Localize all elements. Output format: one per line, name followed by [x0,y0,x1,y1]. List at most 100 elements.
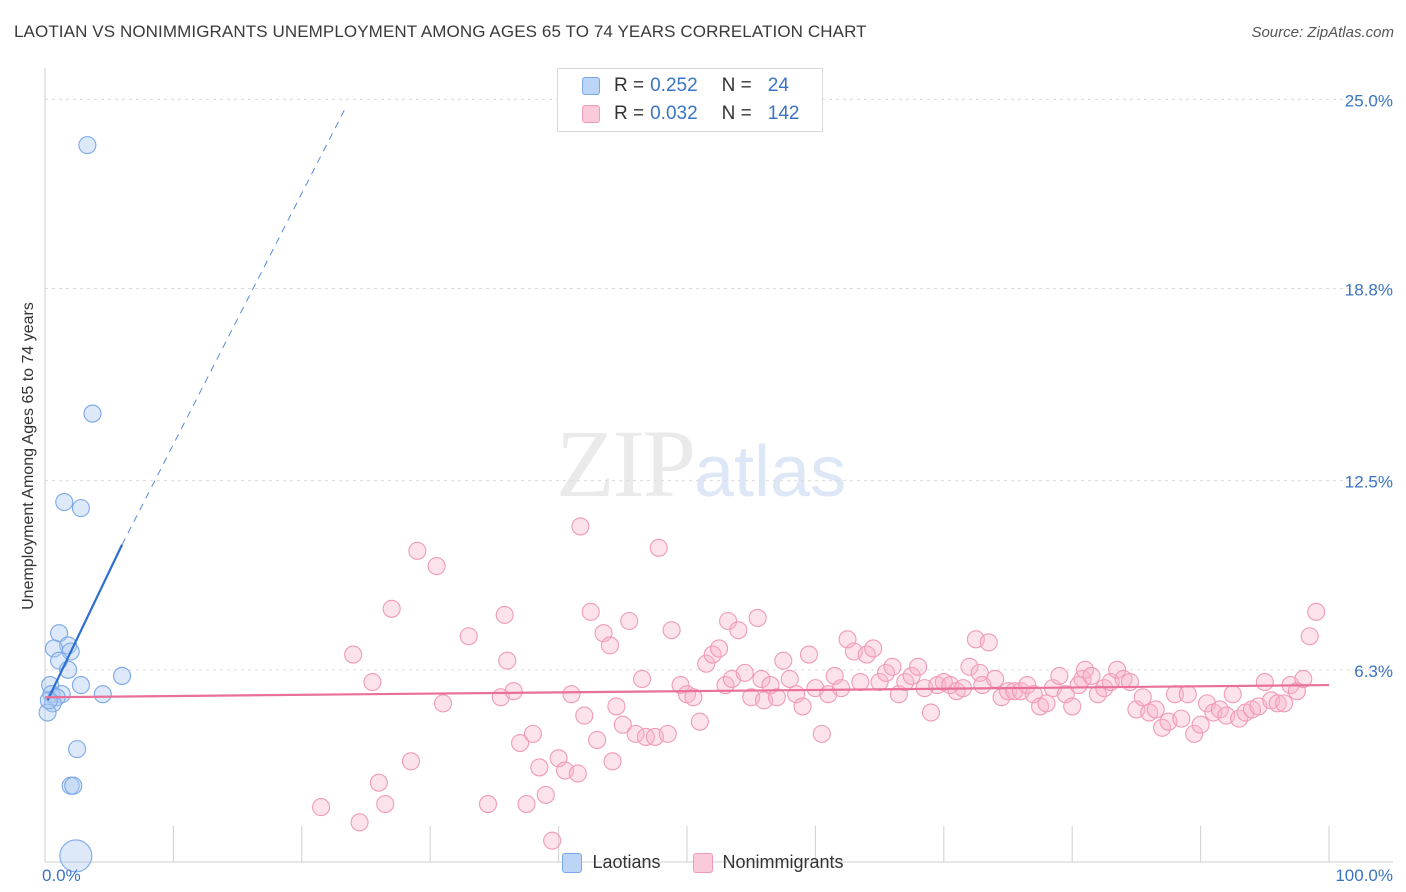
source-label: Source: ZipAtlas.com [1251,24,1394,41]
nonimmigrants-point [998,682,1018,701]
nonimmigrants-point [883,657,902,676]
watermark-zip: ZIP [556,410,696,517]
nonimmigrants-point [433,694,453,713]
laotians-swatch [582,77,600,95]
nonimmigrants-point [581,602,600,621]
nonimmigrants-point [620,611,639,631]
nonimmigrants-point [369,773,388,792]
watermark-atlas: atlas [694,432,847,512]
laotians-point [83,404,102,423]
nonimmigrants-point [562,685,581,704]
nonimmigrants-point [1223,685,1242,704]
nonimmigrants-point [658,724,677,743]
legend-row-laotians: R = 0.252 N = 24 [582,74,789,98]
nonimmigrants-point [536,785,555,804]
nonimmigrants-point [979,633,998,652]
nonimmigrants-point [1191,715,1210,734]
nonimmigrants-point [376,794,395,814]
nonimmigrants-swatch [582,105,600,123]
nonimmigrants-point [571,517,590,536]
nonimmigrants-point [832,679,851,698]
nonimmigrants-point [401,752,420,771]
nonimmigrants-point [649,538,668,557]
watermark: ZIPatlas [556,408,846,519]
nonimmigrants-point [735,663,754,682]
legend-label-laotians: Laotians [592,852,661,872]
nonimmigrants-point [568,764,587,783]
nonimmigrants-point [408,541,427,560]
nonimmigrants-point [543,831,562,850]
nonimmigrants-point [626,724,645,743]
legend-item-laotians[interactable]: Laotians [562,852,661,873]
nonimmigrants-point [1082,666,1101,685]
nonimmigrants-r-value: 0.032 [650,103,698,124]
laotians-n-value: 24 [767,75,789,96]
nonimmigrants-point [1268,694,1287,713]
nonimmigrants-point [350,813,369,832]
legend-swatch-nonimmigrants [692,852,713,873]
axes [44,68,1393,863]
nonimmigrants-point [870,672,889,692]
laotians-point [39,691,58,710]
nonimmigrants-point [986,669,1005,689]
laotians-r-label: R = [614,75,645,96]
nonimmigrants-point [793,697,812,716]
nonimmigrants-point [588,730,607,750]
nonimmigrants-point [600,636,620,655]
nonimmigrants-point [517,794,536,814]
nonimmigrants-point [812,724,831,743]
legend-swatch-laotians [562,852,583,873]
laotians-point [71,676,91,695]
nonimmigrants-point [799,645,819,664]
laotians-point [93,685,112,704]
nonimmigrants-point [671,676,690,695]
nonimmigrants-point [478,794,498,814]
y-tick-label: 6.3% [1354,662,1393,681]
legend-label-nonimmigrants: Nonimmigrants [722,852,844,872]
nonimmigrants-point [864,639,883,658]
nonimmigrants-point [710,639,729,658]
nonimmigrants-point [498,651,517,670]
trend-lines [44,105,1330,701]
laotians-point [64,776,83,795]
nonimmigrants-point [902,666,921,685]
legend-row-nonimmigrants: R = 0.032 N = 142 [582,102,799,126]
nonimmigrants-point [1300,627,1319,646]
nonimmigrants-point [633,669,652,689]
nonimmigrants-point [382,599,401,618]
nonimmigrants-point [729,621,748,640]
nonimmigrants-n-label: N = [721,103,752,124]
laotians-points [38,136,132,873]
nonimmigrants-point [603,752,622,771]
nonimmigrants-point [530,758,549,777]
nonimmigrants-r-label: R = [614,103,645,124]
nonimmigrants-point [960,657,979,676]
nonimmigrants-point [1178,685,1197,704]
nonimmigrants-point [1133,688,1152,707]
nonimmigrants-point [504,682,523,701]
legend-item-nonimmigrants[interactable]: Nonimmigrants [692,852,844,873]
nonimmigrants-point [684,688,703,707]
chart-title: LAOTIAN VS NONIMMIGRANTS UNEMPLOYMENT AM… [14,22,867,41]
nonimmigrants-point [1050,666,1069,685]
tick-labels: 6.3% 12.5% 18.8% 25.0% 0.0% 100.0% [42,91,1393,885]
stats-legend: R = 0.252 N = 24 R = 0.032 N = 142 [557,68,823,132]
nonimmigrants-point [607,697,626,716]
nonimmigrants-point [752,669,771,689]
nonimmigrants-point [851,672,870,692]
nonimmigrants-point [1307,602,1326,621]
nonimmigrants-point [909,657,928,676]
laotians-point [59,839,93,873]
nonimmigrants-point [1255,672,1274,692]
laotians-n-label: N = [721,75,752,96]
nonimmigrants-point [1275,694,1294,713]
laotians-point [112,666,132,685]
nonimmigrants-point [511,733,530,753]
nonimmigrants-point [1294,669,1313,689]
nonimmigrants-point [748,608,767,628]
laotians-point [78,136,97,155]
nonimmigrants-point [575,706,594,725]
nonimmigrants-point [697,654,716,673]
nonimmigrants-point [662,621,681,640]
